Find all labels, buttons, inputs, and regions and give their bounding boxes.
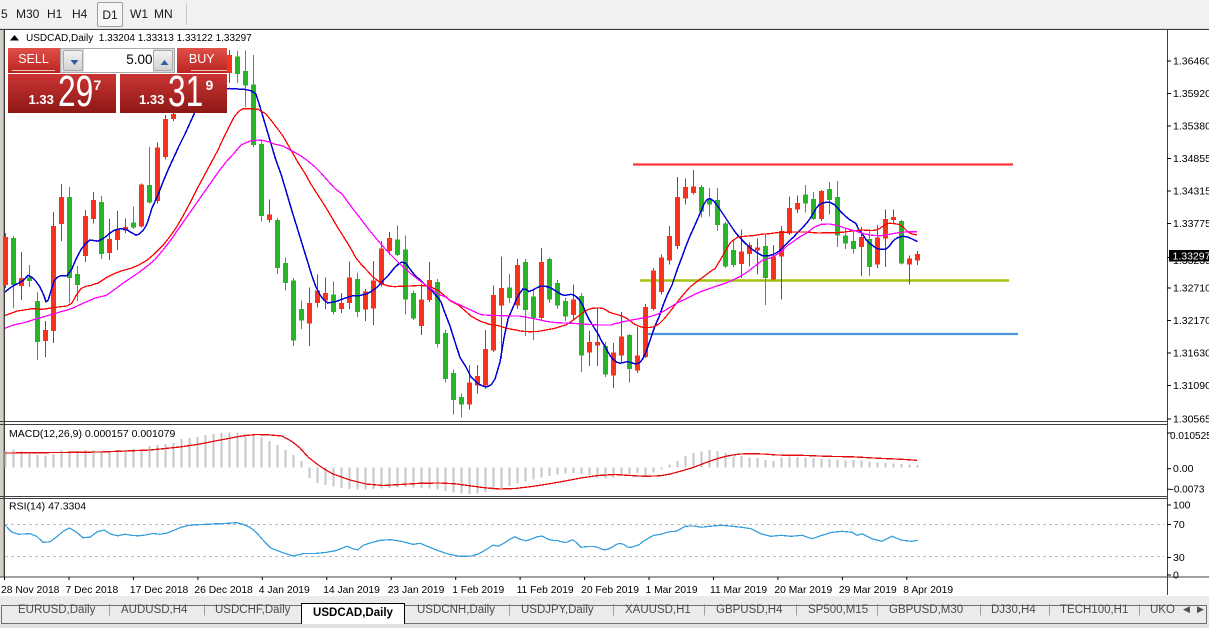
svg-text:11 Feb 2019: 11 Feb 2019 (517, 585, 574, 596)
svg-text:26 Dec 2018: 26 Dec 2018 (194, 585, 253, 596)
svg-text:1.32710: 1.32710 (1173, 283, 1209, 295)
svg-text:7 Dec 2018: 7 Dec 2018 (66, 585, 119, 596)
svg-text:1.35920: 1.35920 (1173, 88, 1209, 100)
svg-text:4 Jan 2019: 4 Jan 2019 (259, 585, 310, 596)
svg-text:1.35380: 1.35380 (1173, 121, 1209, 133)
svg-text:0.010525: 0.010525 (1170, 431, 1209, 442)
svg-text:20 Mar 2019: 20 Mar 2019 (774, 585, 832, 596)
svg-text:1.30565: 1.30565 (1173, 414, 1209, 426)
svg-text:0.00: 0.00 (1173, 463, 1194, 475)
svg-text:28 Nov 2018: 28 Nov 2018 (1, 585, 60, 596)
svg-text:MACD(12,26,9) 0.000157 0.00107: MACD(12,26,9) 0.000157 0.001079 (9, 428, 176, 440)
svg-text:1.33297: 1.33297 (1173, 251, 1209, 263)
svg-text:8 Apr 2019: 8 Apr 2019 (903, 585, 953, 596)
svg-text:1 Mar 2019: 1 Mar 2019 (646, 585, 698, 596)
svg-text:1.32170: 1.32170 (1173, 315, 1209, 327)
svg-text:23 Jan 2019: 23 Jan 2019 (388, 585, 445, 596)
svg-text:14 Jan 2019: 14 Jan 2019 (323, 585, 380, 596)
svg-text:1.33775: 1.33775 (1173, 218, 1209, 230)
svg-text:-0.0073: -0.0073 (1171, 485, 1205, 496)
svg-text:1.31090: 1.31090 (1173, 380, 1209, 392)
svg-text:20 Feb 2019: 20 Feb 2019 (581, 585, 639, 596)
svg-text:11 Mar 2019: 11 Mar 2019 (710, 585, 767, 596)
svg-text:0: 0 (1173, 570, 1179, 582)
svg-text:29 Mar 2019: 29 Mar 2019 (839, 585, 897, 596)
svg-text:RSI(14) 47.3304: RSI(14) 47.3304 (9, 501, 86, 513)
svg-text:1.36460: 1.36460 (1173, 56, 1209, 68)
svg-text:70: 70 (1173, 519, 1185, 531)
svg-text:100: 100 (1173, 500, 1191, 512)
svg-text:1.31630: 1.31630 (1173, 348, 1209, 360)
svg-text:USDCAD,Daily 1.33204 1.33313: USDCAD,Daily 1.33204 1.33313 1.33122 1.3… (26, 33, 252, 44)
svg-text:1.34855: 1.34855 (1173, 153, 1209, 165)
svg-text:1 Feb 2019: 1 Feb 2019 (452, 585, 504, 596)
svg-text:30: 30 (1173, 552, 1185, 564)
svg-text:1.34315: 1.34315 (1173, 186, 1209, 198)
svg-text:17 Dec 2018: 17 Dec 2018 (130, 585, 189, 596)
